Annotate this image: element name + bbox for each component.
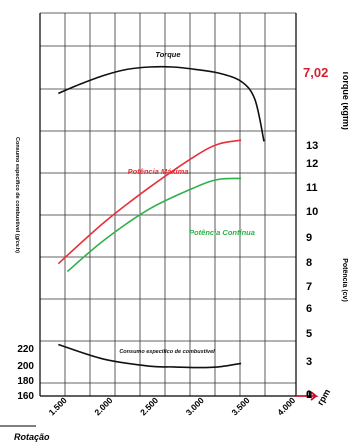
right-tick-label: 7 — [306, 281, 312, 293]
x-tick-label: 3.000 — [184, 395, 206, 417]
right-tick-label: 6 — [306, 303, 312, 315]
max-power-curve — [57, 139, 242, 265]
left-tick-label: 160 — [17, 391, 34, 402]
x-tick-label: 2.000 — [92, 395, 114, 417]
torque-curve — [57, 65, 265, 142]
axes — [0, 13, 319, 427]
x-tick-label: 1.500 — [47, 395, 69, 417]
x-tick-label: 2.500 — [138, 395, 160, 417]
continuous-power-series-label: Potência Contínua — [189, 228, 255, 237]
right-axis-power-label: Potência (cv) — [341, 258, 348, 302]
x-tick-label: 3.500 — [229, 395, 251, 417]
torque-series-label: Torque — [155, 50, 180, 59]
left-axis-label: Consumo especifico de combustivel (g/cv.… — [14, 137, 20, 253]
x-axis-arrow — [296, 391, 319, 401]
series-lines — [57, 65, 265, 369]
continuous-power-curve — [66, 177, 242, 273]
x-tick-label: 4.000 — [275, 395, 297, 417]
right-tick-label: 10 — [306, 206, 318, 218]
left-tick-label: 220 — [17, 344, 34, 355]
consumption-series-label: Consumo específico de combustível — [119, 349, 215, 355]
right-axis-torque-label: Torque (kgfm) — [341, 70, 348, 130]
x-unit-label: rpm — [315, 387, 332, 407]
left-tick-label: 180 — [17, 376, 34, 387]
right-tick-label: 13 — [306, 140, 318, 152]
right-tick-label: 0 — [306, 389, 312, 401]
right-tick-label: 5 — [306, 328, 312, 340]
right-tick-label: 1 — [306, 389, 312, 401]
right-tick-label: 8 — [306, 257, 312, 269]
max-power-series-label: Potência Máxima — [128, 167, 189, 176]
right-tick-label: 11 — [306, 182, 318, 194]
x-axis-label: Rotação — [14, 432, 50, 442]
grid-lines — [39, 12, 297, 396]
fuel-consumption-curve — [58, 343, 242, 369]
right-tick-label: 3 — [306, 356, 312, 368]
left-tick-label: 200 — [17, 361, 34, 372]
right-tick-label: 9 — [306, 232, 312, 244]
torque-value-label: 7,02 — [303, 65, 328, 80]
right-tick-label: 12 — [306, 158, 318, 170]
